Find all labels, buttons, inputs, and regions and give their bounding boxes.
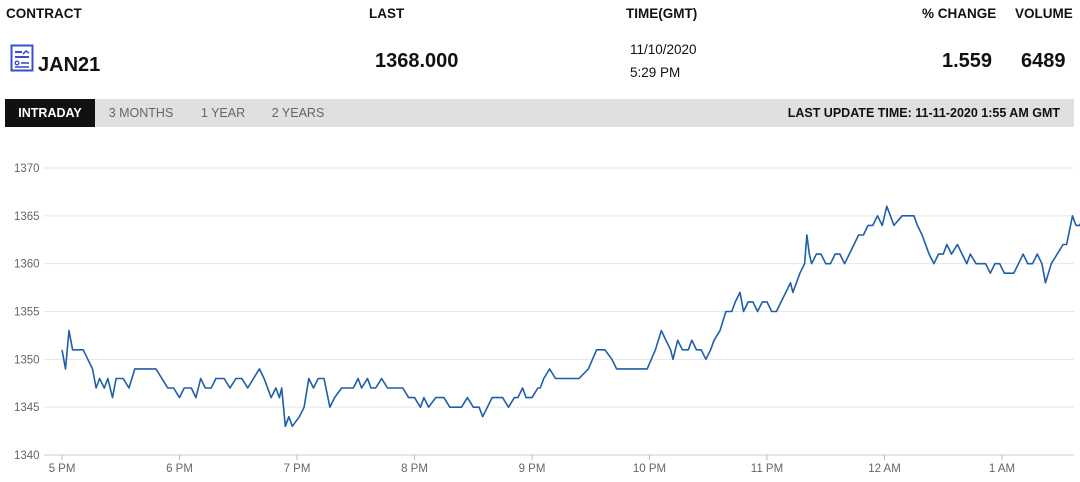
y-tick-label: 1350 <box>14 354 40 366</box>
x-tick-label: 6 PM <box>166 463 193 475</box>
last-column-header: LAST <box>369 6 405 21</box>
quote-date: 11/10/2020 <box>630 42 697 57</box>
quote-time: 5:29 PM <box>630 65 681 80</box>
x-tick-label: 9 PM <box>519 463 546 475</box>
percent-change-value: 1.559 <box>942 50 993 72</box>
tab-intraday[interactable]: INTRADAY <box>5 99 95 127</box>
last-update-time: LAST UPDATE TIME: 11-11-2020 1:55 AM GMT <box>787 106 1060 120</box>
contract-value[interactable]: JAN21 <box>38 54 101 76</box>
last-price-value: 1368.000 <box>375 50 459 72</box>
tab-3-months[interactable]: 3 MONTHS <box>108 106 174 120</box>
x-tick-label: 11 PM <box>751 463 783 475</box>
y-tick-label: 1360 <box>14 259 40 271</box>
volume-value: 6489 <box>1021 50 1066 72</box>
volume-column-header: VOLUME <box>1015 6 1073 21</box>
range-tab-bar: INTRADAY 3 MONTHS 1 YEAR 2 YEARS LAST UP… <box>5 99 1074 127</box>
x-tick-label: 1 AM <box>989 463 1015 475</box>
tab-1-year[interactable]: 1 YEAR <box>200 106 246 120</box>
x-tick-label: 5 PM <box>49 463 76 475</box>
y-tick-label: 1370 <box>14 163 40 175</box>
tab-2-years[interactable]: 2 YEARS <box>271 106 325 120</box>
price-series-line <box>61 205 1080 428</box>
y-tick-label: 1340 <box>14 450 40 462</box>
x-tick-label: 10 PM <box>633 463 666 475</box>
change-column-header: % CHANGE <box>922 6 997 21</box>
y-tick-label: 1345 <box>14 402 40 414</box>
x-tick-label: 12 AM <box>868 463 901 475</box>
y-tick-label: 1365 <box>14 211 40 223</box>
x-tick-label: 7 PM <box>284 463 311 475</box>
contract-column-header: CONTRACT <box>6 6 82 21</box>
report-document-icon[interactable] <box>10 44 34 72</box>
y-tick-label: 1355 <box>14 307 40 319</box>
x-tick-label: 8 PM <box>401 463 428 475</box>
time-column-header: TIME(GMT) <box>626 6 698 21</box>
